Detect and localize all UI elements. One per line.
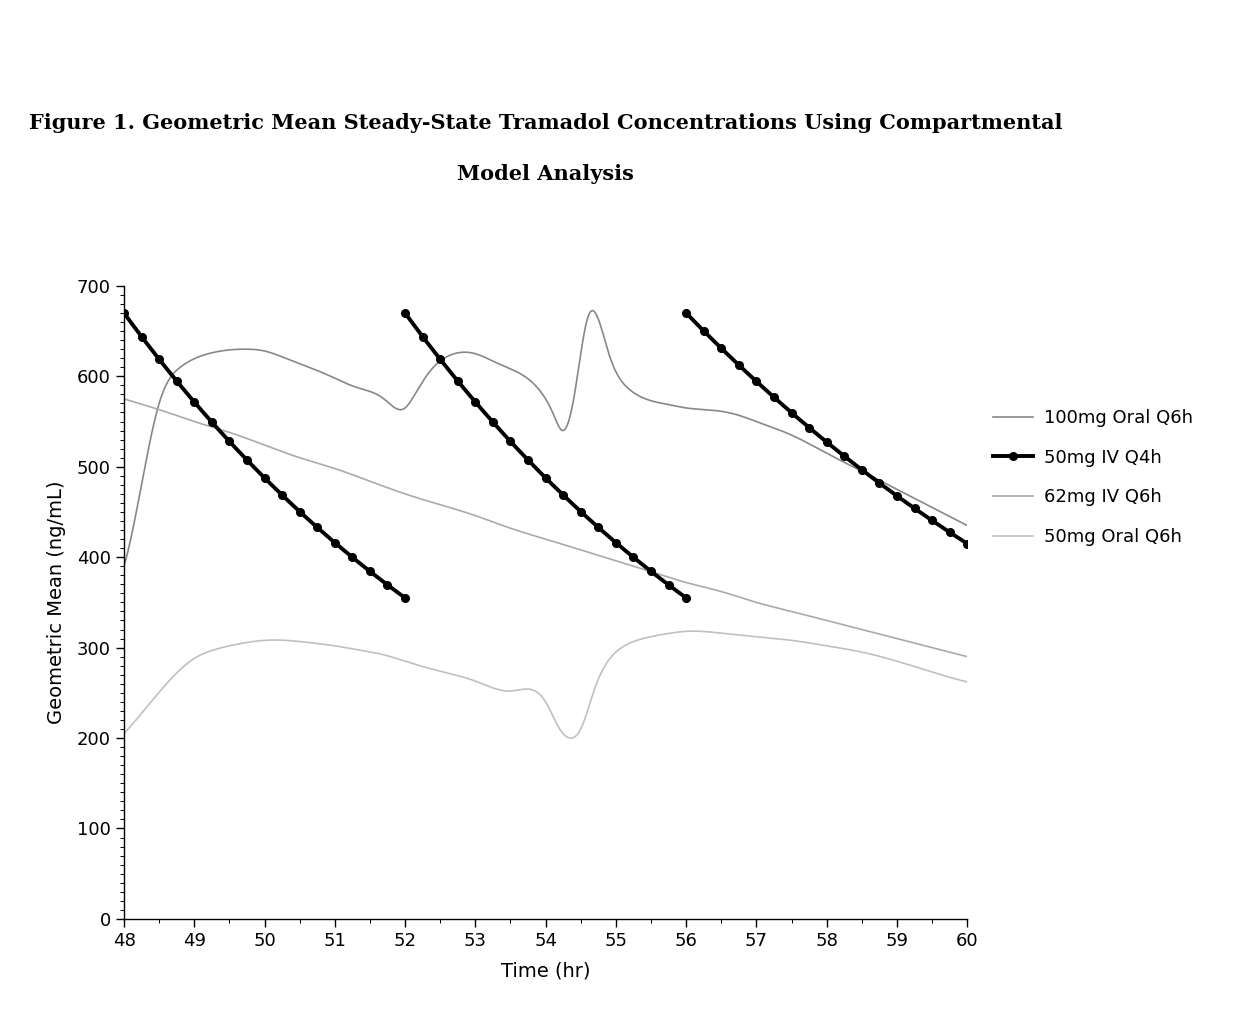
- X-axis label: Time (hr): Time (hr): [501, 961, 590, 980]
- Text: Model Analysis: Model Analysis: [458, 163, 634, 184]
- Legend: 100mg Oral Q6h, 50mg IV Q4h, 62mg IV Q6h, 50mg Oral Q6h: 100mg Oral Q6h, 50mg IV Q4h, 62mg IV Q6h…: [993, 408, 1193, 546]
- Text: Figure 1. Geometric Mean Steady-State Tramadol Concentrations Using Compartmenta: Figure 1. Geometric Mean Steady-State Tr…: [29, 112, 1063, 133]
- Y-axis label: Geometric Mean (ng/mL): Geometric Mean (ng/mL): [47, 481, 66, 724]
